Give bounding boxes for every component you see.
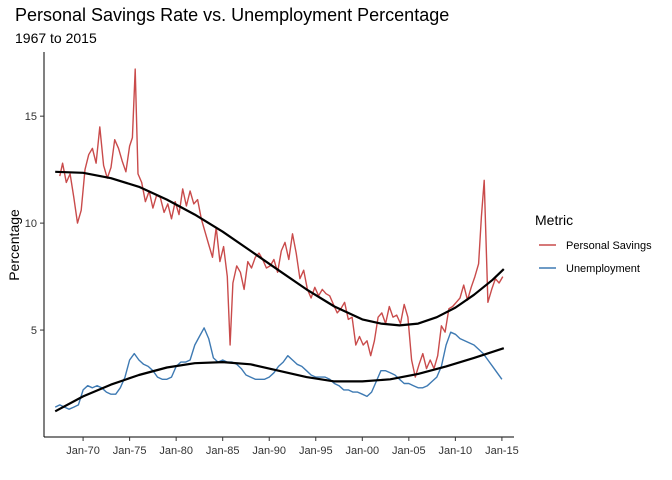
x-tick-label-6: Jan-00 bbox=[345, 445, 379, 457]
series-line-1 bbox=[54, 327, 503, 410]
chart-subtitle: 1967 to 2015 bbox=[15, 30, 97, 46]
series-line-0 bbox=[59, 68, 504, 378]
y-tick-label-2: 15 bbox=[25, 111, 37, 123]
y-axis-ticks: 5 10 15 bbox=[25, 111, 44, 337]
legend-label-1: Unemployment bbox=[566, 263, 640, 275]
x-tick-label-1: Jan-75 bbox=[113, 445, 147, 457]
chart-title: Personal Savings Rate vs. Unemployment P… bbox=[15, 5, 450, 25]
x-tick-label-5: Jan-95 bbox=[299, 445, 333, 457]
x-tick-label-2: Jan-80 bbox=[159, 445, 193, 457]
x-axis-ticks: Jan-70 Jan-75 Jan-80 Jan-85 Jan-90 Jan-95 Jan-… bbox=[66, 437, 519, 457]
x-tick-label-7: Jan-05 bbox=[392, 445, 426, 457]
x-tick-label-3: Jan-85 bbox=[206, 445, 240, 457]
x-tick-label-4: Jan-90 bbox=[252, 445, 286, 457]
x-tick-label-0: Jan-70 bbox=[66, 445, 100, 457]
legend-label-0: Personal Savings bbox=[566, 240, 652, 252]
legend-title: Metric bbox=[535, 212, 573, 228]
legend: Metric Personal Savings Unemployment bbox=[535, 212, 652, 275]
trend-line-0 bbox=[55, 170, 505, 327]
trend-line-1 bbox=[54, 347, 505, 413]
y-tick-label-1: 10 bbox=[25, 218, 37, 230]
y-tick-label-0: 5 bbox=[31, 325, 37, 337]
x-tick-label-9: Jan-15 bbox=[485, 445, 519, 457]
plot-marks bbox=[54, 68, 505, 413]
y-axis-title: Percentage bbox=[6, 209, 22, 281]
x-tick-label-8: Jan-10 bbox=[439, 445, 473, 457]
